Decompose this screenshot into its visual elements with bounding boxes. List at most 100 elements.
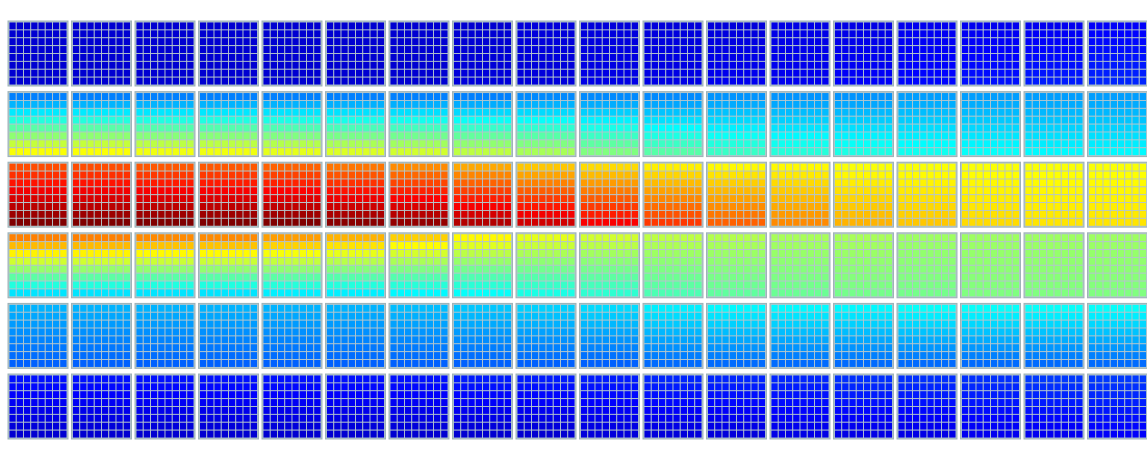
heatmap-cell (30, 303, 39, 313)
heatmap-block (7, 91, 69, 158)
heatmap-cell (101, 303, 110, 313)
heatmap-cell (757, 45, 766, 54)
heatmap-cell (941, 194, 950, 204)
heatmap-cell (665, 37, 674, 47)
heatmap-cell (235, 311, 244, 321)
heatmap-cell (235, 21, 244, 31)
heatmap-cell (306, 272, 315, 282)
heatmap-cell (404, 29, 413, 39)
heatmap-cell (587, 37, 596, 47)
heatmap-cell (545, 280, 554, 290)
heatmap-block (452, 161, 513, 228)
heatmap-cell (30, 327, 39, 337)
heatmap-cell (1102, 100, 1111, 109)
heatmap-cell (1011, 241, 1020, 250)
heatmap-cell (418, 272, 427, 282)
heatmap-cell (1039, 107, 1048, 117)
heatmap-cell (736, 272, 745, 282)
heatmap-cell (115, 256, 124, 266)
heatmap-cell (1031, 249, 1040, 258)
heatmap-cell (1095, 186, 1104, 196)
heatmap-cell (961, 241, 970, 250)
heatmap-cell (199, 209, 208, 219)
heatmap-cell (93, 170, 102, 180)
heatmap-cell (8, 107, 17, 117)
heatmap-cell (179, 288, 188, 298)
heatmap-cell (30, 147, 39, 157)
heatmap-cell (199, 76, 208, 86)
heatmap-cell (728, 162, 737, 172)
heatmap-cell (277, 194, 286, 204)
heatmap-cell (1031, 272, 1040, 282)
heatmap-cell (59, 45, 68, 54)
heatmap-cell (975, 202, 984, 211)
heatmap-cell (841, 53, 850, 62)
heatmap-cell (8, 272, 17, 282)
heatmap-cell (179, 100, 188, 109)
heatmap-cell (489, 123, 498, 133)
heatmap-cell (404, 217, 413, 227)
heatmap-cell (489, 280, 498, 290)
heatmap-cell (1011, 115, 1020, 125)
heatmap-cell (108, 139, 117, 149)
heatmap-cell (777, 37, 786, 47)
heatmap-cell (135, 107, 144, 117)
heatmap-cell (1046, 107, 1055, 117)
heatmap-cell (503, 272, 512, 282)
heatmap-cell (122, 37, 131, 47)
heatmap-cell (369, 186, 378, 196)
heatmap-cell (108, 303, 117, 313)
heatmap-cell (792, 100, 801, 109)
heatmap-cell (1088, 170, 1097, 180)
heatmap-cell (1109, 53, 1118, 62)
heatmap-cell (1131, 217, 1140, 227)
heatmap-cell (841, 178, 850, 188)
heatmap-cell (672, 256, 681, 266)
heatmap-cell (418, 256, 427, 266)
heatmap-cell (235, 162, 244, 172)
heatmap-cell (135, 21, 144, 31)
heatmap-cell (503, 45, 512, 54)
heatmap-cell (496, 37, 505, 47)
heatmap-cell (1138, 233, 1147, 243)
heatmap-cell (467, 131, 476, 141)
heatmap-cell (926, 147, 935, 157)
heatmap-cell (108, 21, 117, 31)
heatmap-cell (242, 194, 251, 204)
heatmap-cell (496, 131, 505, 141)
heatmap-cell (821, 131, 830, 141)
heatmap-cell (313, 29, 322, 39)
heatmap-cell (587, 45, 596, 54)
heatmap-cell (1117, 68, 1126, 78)
heatmap-cell (15, 131, 24, 141)
heatmap-cell (269, 21, 278, 31)
heatmap-cell (785, 123, 794, 133)
heatmap-cell (142, 100, 151, 109)
heatmap-cell (580, 100, 589, 109)
heatmap-cell (616, 280, 625, 290)
heatmap-cell (623, 139, 632, 149)
heatmap-cell (609, 107, 618, 117)
heatmap-cell (93, 217, 102, 227)
heatmap-cell (340, 186, 349, 196)
heatmap-cell (560, 131, 569, 141)
heatmap-cell (630, 123, 639, 133)
heatmap-cell (567, 170, 576, 180)
heatmap-cell (135, 202, 144, 211)
heatmap-cell (904, 76, 913, 86)
heatmap-cell (213, 107, 222, 117)
heatmap-cell (1095, 264, 1104, 274)
heatmap-cell (757, 92, 766, 101)
heatmap-cell (919, 170, 928, 180)
heatmap-cell (848, 170, 857, 180)
heatmap-cell (284, 53, 293, 62)
heatmap-cell (884, 194, 893, 204)
heatmap-cell (474, 217, 483, 227)
heatmap-cell (982, 76, 991, 86)
heatmap-cell (213, 139, 222, 149)
heatmap-cell (333, 123, 342, 133)
heatmap-cell (186, 45, 195, 54)
heatmap-cell (650, 194, 659, 204)
heatmap-cell (30, 29, 39, 39)
heatmap-cell (841, 194, 850, 204)
